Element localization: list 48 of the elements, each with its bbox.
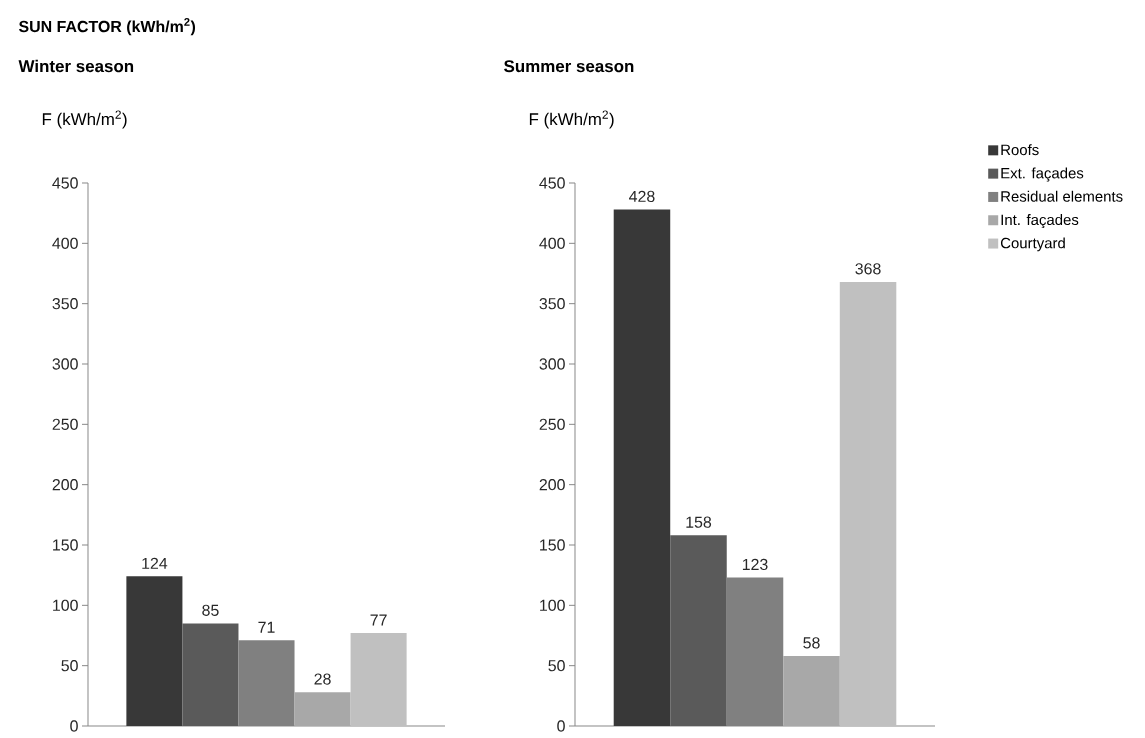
y-tick-label: 450: [539, 177, 565, 189]
data-label: 428: [629, 190, 655, 203]
bar: [613, 209, 671, 726]
chart-title: SUN FACTOR (kWh/m$^{2}$): [18, 17, 196, 36]
y-tick-label: 400: [539, 237, 565, 249]
data-label: 85: [202, 604, 219, 616]
data-label: 71: [258, 621, 275, 633]
y-tick-label: 300: [52, 358, 78, 370]
legend-label: Residual elements: [1001, 190, 1123, 202]
bar: [839, 281, 897, 726]
data-label: 77: [370, 614, 387, 626]
y-tick-label: 150: [53, 539, 78, 551]
y-tick-label: 350: [52, 298, 78, 310]
y-tick-label: 200: [539, 479, 565, 491]
legend-label: Courtyard: [1000, 237, 1065, 252]
data-label: 123: [742, 558, 768, 571]
chart-subtitle: Winter season: [18, 59, 134, 73]
y-axis-title: F (kWh/m$^{2}$): [42, 110, 127, 129]
y-tick-label: 200: [52, 479, 78, 491]
y-axis-title: F (kWh/m$^{2}$): [529, 110, 614, 129]
bar: [182, 623, 239, 726]
data-label: 158: [686, 516, 712, 528]
bar: [670, 535, 727, 726]
y-tick-label: 0: [70, 720, 78, 732]
bar: [350, 633, 407, 726]
y-tick-label: 300: [539, 358, 565, 370]
y-tick-label: 0: [557, 720, 565, 732]
y-tick-label: 50: [548, 660, 565, 672]
y-tick-label: 250: [52, 418, 78, 430]
y-tick-label: 150: [540, 539, 565, 551]
y-tick-label: 50: [61, 660, 78, 672]
y-tick-label: 350: [539, 298, 565, 310]
bar: [294, 692, 351, 726]
y-tick-label: 100: [53, 599, 78, 611]
legend-label: Ext. façades: [1001, 167, 1084, 182]
chart-title: Summer season: [504, 60, 634, 73]
bar: [783, 656, 840, 726]
legend-label: Roofs: [1001, 144, 1039, 156]
bar: [126, 576, 183, 726]
data-label: 28: [314, 673, 331, 685]
y-tick-label: 400: [52, 237, 78, 249]
data-label: 124: [142, 557, 168, 569]
data-label: 368: [855, 263, 881, 275]
y-tick-label: 100: [540, 599, 565, 611]
data-label: 58: [803, 637, 820, 649]
legend-label: Int. façades: [1001, 214, 1079, 229]
y-tick-label: 250: [539, 418, 565, 430]
y-tick-label: 450: [52, 177, 78, 189]
